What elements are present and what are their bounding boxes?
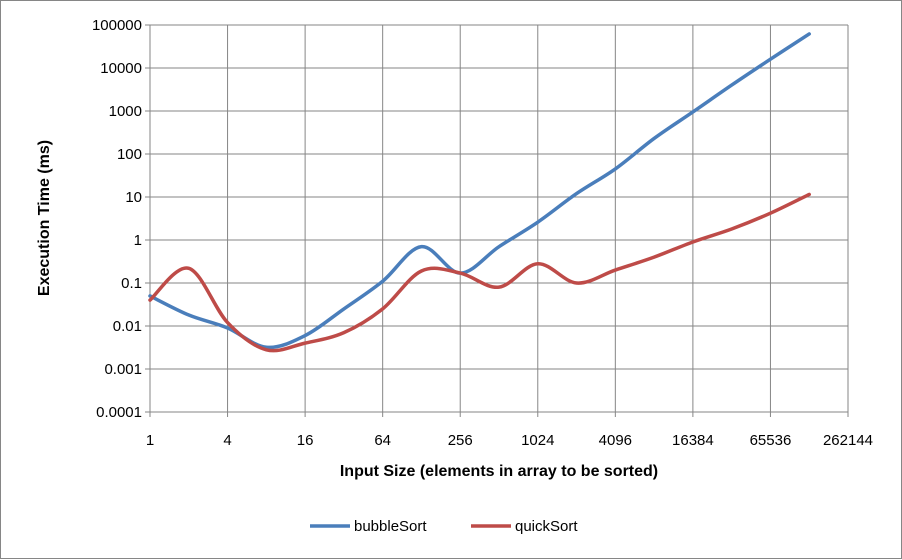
y-tick-label: 0.01 [113, 318, 142, 335]
x-tick-label: 16384 [672, 432, 714, 449]
legend: bubbleSort quickSort [310, 518, 578, 535]
gridlines [149, 24, 849, 413]
y-tick-label: 0.0001 [96, 404, 142, 421]
y-tick-label: 1 [134, 232, 142, 249]
series-line-quickSort [148, 192, 811, 353]
series-lines [148, 32, 811, 353]
y-tick-label: 0.1 [121, 275, 142, 292]
y-tick-label: 100000 [92, 17, 142, 34]
series-line-bubbleSort [148, 32, 811, 350]
x-tick-label: 1024 [521, 432, 554, 449]
y-tick-label: 10 [125, 189, 142, 206]
axes [145, 24, 849, 417]
x-tick-label: 1 [146, 432, 154, 449]
y-tick-label: 1000 [109, 103, 142, 120]
x-tick-label: 64 [374, 432, 391, 449]
legend-label-bubbleSort: bubbleSort [354, 518, 427, 535]
x-axis-title: Input Size (elements in array to be sort… [340, 463, 658, 480]
x-tick-label: 16 [297, 432, 314, 449]
y-tick-label: 0.001 [104, 361, 142, 378]
x-tick-label: 4096 [599, 432, 632, 449]
x-tick-label: 262144 [823, 432, 873, 449]
y-axis-title: Execution Time (ms) [36, 140, 53, 296]
legend-label-quickSort: quickSort [515, 518, 578, 535]
y-tick-label: 100 [117, 146, 142, 163]
y-tick-labels: 0.0001 0.001 0.01 0.1 1 10 100 1000 10000 100000 [92, 17, 142, 421]
y-tick-label: 10000 [100, 60, 142, 77]
x-tick-label: 256 [448, 432, 473, 449]
x-tick-label: 65536 [750, 432, 792, 449]
x-tick-label: 4 [223, 432, 231, 449]
x-tick-labels: 1 4 16 64 256 1024 4096 16384 65536 262144 [146, 432, 873, 449]
